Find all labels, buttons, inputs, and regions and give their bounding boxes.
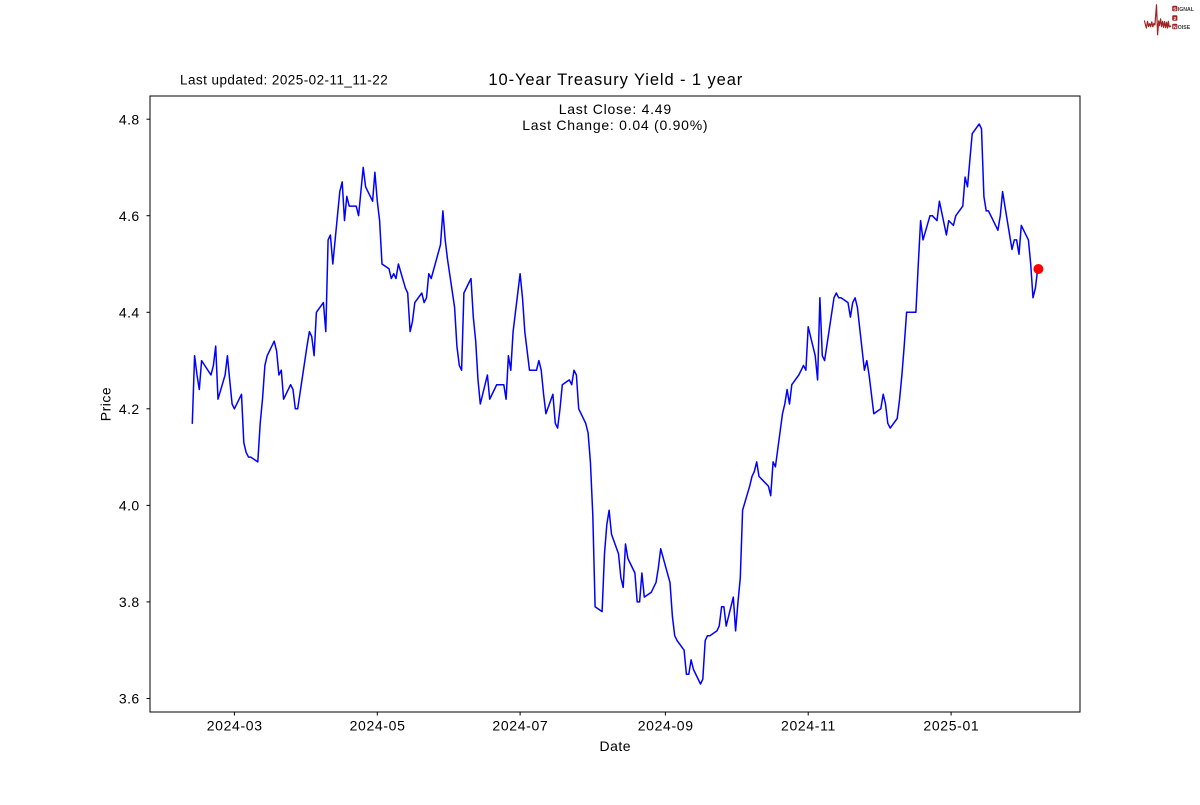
svg-text:4.8: 4.8 [119, 111, 140, 127]
svg-text:4.0: 4.0 [119, 498, 140, 514]
svg-text:4.2: 4.2 [119, 401, 140, 417]
svg-text:10-Year Treasury Yield - 1 yea: 10-Year Treasury Yield - 1 year [488, 71, 743, 89]
svg-text:N: N [1173, 24, 1177, 30]
svg-text:3.8: 3.8 [119, 594, 140, 610]
svg-text:2025-01: 2025-01 [923, 717, 979, 733]
svg-text:Last updated: 2025-02-11_11-22: Last updated: 2025-02-11_11-22 [180, 73, 388, 88]
svg-text:3.6: 3.6 [119, 691, 140, 707]
svg-text:Price: Price [98, 387, 114, 421]
svg-text:2024-09: 2024-09 [638, 717, 694, 733]
svg-text:OISE: OISE [1178, 25, 1191, 31]
svg-text:2024-03: 2024-03 [207, 717, 263, 733]
svg-text:2024-07: 2024-07 [492, 717, 548, 733]
svg-text:4.6: 4.6 [119, 208, 140, 224]
svg-text:Last Change: 0.04 (0.90%): Last Change: 0.04 (0.90%) [522, 117, 708, 133]
svg-text:2024-11: 2024-11 [781, 717, 836, 733]
svg-text:IGNAL: IGNAL [1178, 7, 1195, 13]
svg-text:2024-05: 2024-05 [350, 717, 406, 733]
svg-text:2: 2 [1173, 16, 1176, 22]
svg-text:Date: Date [600, 738, 632, 754]
svg-text:Last Close: 4.49: Last Close: 4.49 [559, 101, 672, 117]
svg-text:4.4: 4.4 [119, 305, 140, 321]
svg-text:S: S [1173, 6, 1177, 12]
